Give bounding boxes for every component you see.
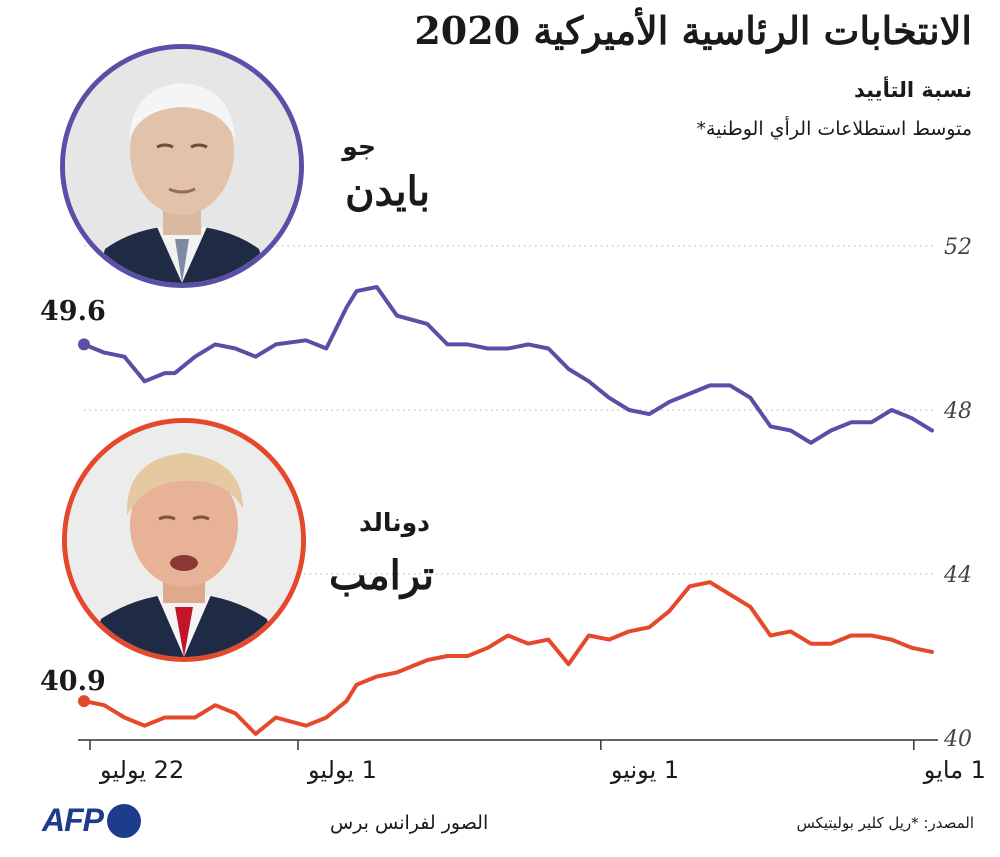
x-tick-label: 1 يونيو [610,756,679,784]
y-tick-label: 52 [944,235,972,260]
trump-photo-icon [67,423,301,657]
x-tick-label: 1 مايو [923,756,986,784]
biden-portrait [60,44,304,288]
trump-last-name: ترامب [328,552,434,599]
biden-latest-value: 49.6 [40,296,106,327]
y-tick-label: 44 [943,563,972,588]
trump-portrait [62,418,306,662]
trump-latest-value: 40.9 [40,666,106,697]
x-tick-label: 22 يوليو [99,756,184,784]
x-tick-label: 1 يوليو [307,756,377,784]
series-line [82,580,934,736]
afp-logo-dot-icon [107,803,141,838]
chart-series [78,285,934,736]
source-note: المصدر: *ريل كلير بوليتيكس [796,814,974,832]
photo-credit: الصور لفرانس برس [330,812,489,834]
trump-first-name: دونالد [359,508,430,537]
chart-subtitle: نسبة التأييد [853,78,972,102]
page-title: الانتخابات الرئاسية الأميركية 2020 [414,8,972,53]
series-end-point [78,338,90,351]
biden-photo-icon [65,49,299,283]
y-axis: 52 48 44 40 [943,235,972,752]
afp-logo-text: AFP [42,802,104,838]
y-tick-label: 40 [943,727,972,752]
afp-logo: AFP [42,802,141,839]
series-line [82,285,934,445]
series-end-point [78,695,90,708]
biden-last-name: بايدن [345,168,430,215]
chart-note: متوسط استطلاعات الرأي الوطنية* [696,118,972,140]
y-tick-label: 48 [943,399,972,424]
x-axis: 22 يوليو 1 يوليو 1 يونيو 1 مايو [78,739,986,784]
biden-first-name: جو [342,132,376,161]
